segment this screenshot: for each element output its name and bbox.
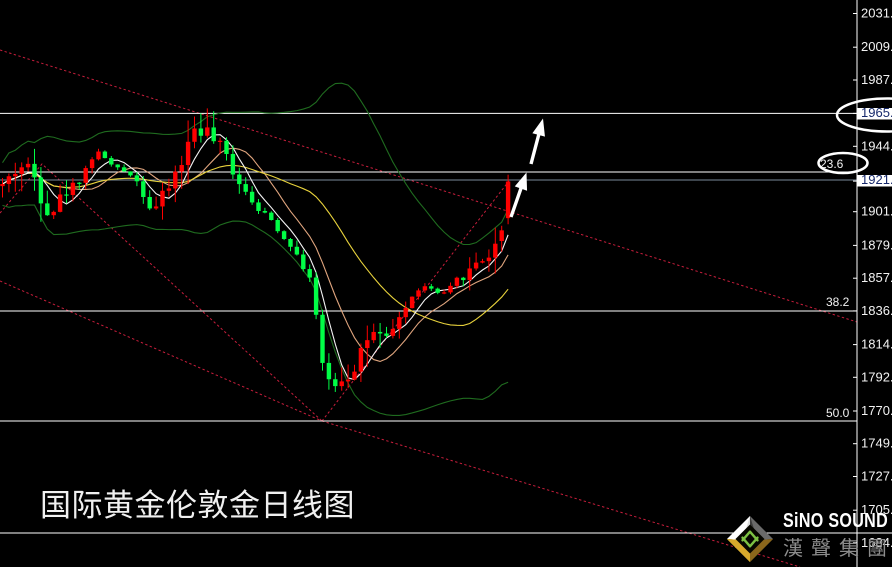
svg-text:38.2: 38.2 (826, 295, 850, 309)
svg-text:50.0: 50.0 (826, 406, 850, 420)
svg-text:漢聲集團: 漢聲集團 (783, 537, 892, 560)
svg-text:1749.1: 1749.1 (861, 436, 892, 451)
svg-text:1921.3: 1921.3 (861, 172, 892, 187)
svg-text:1814.1: 1814.1 (861, 337, 892, 352)
svg-text:2009.1: 2009.1 (861, 39, 892, 54)
svg-text:1836.2: 1836.2 (861, 303, 892, 318)
svg-text:1987.6: 1987.6 (861, 72, 892, 87)
svg-text:1901.2: 1901.2 (861, 204, 892, 219)
svg-text:1792.6: 1792.6 (861, 369, 892, 384)
svg-text:国际黄金伦敦金日线图: 国际黄金伦敦金日线图 (40, 488, 355, 523)
svg-text:1857.6: 1857.6 (861, 270, 892, 285)
svg-text:1944.1: 1944.1 (861, 138, 892, 153)
svg-text:1727.6: 1727.6 (861, 469, 892, 484)
svg-text:SiNO SOUND: SiNO SOUND (783, 510, 888, 532)
svg-text:1965.7: 1965.7 (861, 105, 892, 120)
svg-text:1879.1: 1879.1 (861, 237, 892, 252)
svg-text:2031.2: 2031.2 (861, 6, 892, 21)
svg-text:1770.5: 1770.5 (861, 403, 892, 418)
